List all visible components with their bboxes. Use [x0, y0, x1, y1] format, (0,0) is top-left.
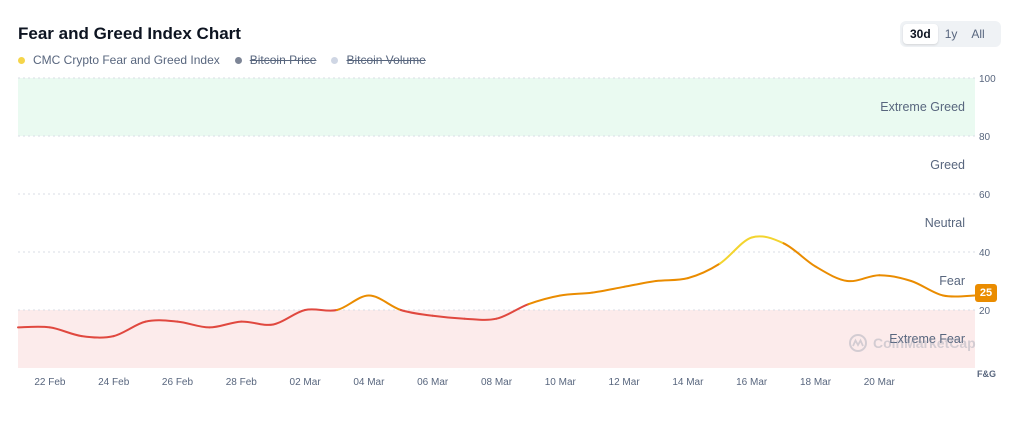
chart-legend: CMC Crypto Fear and Greed Index Bitcoin … [18, 53, 441, 67]
y-tick-label: 100 [979, 74, 996, 85]
x-tick-label: 10 Mar [545, 377, 577, 388]
zone-label: Greed [930, 158, 965, 172]
y-tick-label: 40 [979, 248, 991, 259]
line-segment [463, 317, 498, 321]
watermark-text: CoinMarketCap [873, 335, 976, 351]
x-tick-label: 12 Mar [609, 377, 641, 388]
x-tick-label: 14 Mar [672, 377, 704, 388]
zone-label: Fear [939, 274, 965, 288]
time-range-tabs: 30d 1y All [900, 21, 1001, 47]
legend-item-fear-greed-index[interactable]: CMC Crypto Fear and Greed Index [18, 53, 220, 67]
legend-label: Bitcoin Price [249, 53, 317, 67]
line-segment [591, 285, 626, 294]
y-tick-label: 80 [979, 132, 991, 143]
tab-1y[interactable]: 1y [944, 27, 958, 41]
tab-all[interactable]: All [971, 27, 985, 41]
zone-label: Extreme Greed [880, 100, 965, 114]
line-segment [272, 309, 307, 326]
line-segment [112, 320, 147, 338]
zone-label: Extreme Fear [889, 332, 965, 346]
y-axis-label: F&G [977, 369, 996, 379]
x-tick-label: 20 Mar [864, 377, 896, 388]
x-tick-label: 26 Feb [162, 377, 194, 388]
line-segment [176, 320, 211, 329]
line-segment [336, 294, 370, 311]
line-segment [399, 309, 434, 317]
line-segment [80, 335, 115, 339]
line-segment [495, 303, 530, 320]
page-title: Fear and Greed Index Chart [18, 24, 241, 43]
x-tick-label: 04 Mar [353, 377, 385, 388]
legend-dot-bitcoin-volume [331, 56, 339, 64]
coinmarketcap-logo-icon [849, 334, 867, 352]
line-segment [48, 326, 83, 338]
x-tick-label: 08 Mar [481, 377, 513, 388]
x-tick-label: 06 Mar [417, 377, 449, 388]
legend-label: CMC Crypto Fear and Greed Index [33, 53, 220, 67]
zone-band [18, 78, 975, 136]
y-tick-label: 20 [979, 306, 991, 317]
line-segment [17, 325, 51, 329]
line-segment [846, 274, 881, 283]
y-tick-label: 60 [979, 190, 991, 201]
line-segment [750, 235, 785, 245]
zone-label: Neutral [925, 216, 965, 230]
line-segment [686, 262, 721, 280]
line-segment [878, 274, 913, 282]
line-segment [144, 319, 179, 323]
line-segment [910, 280, 945, 297]
line-segment [942, 294, 976, 298]
line-segment [559, 291, 594, 297]
legend-item-bitcoin-price[interactable]: Bitcoin Price [234, 53, 317, 67]
line-segment [240, 320, 275, 326]
line-segment [655, 277, 689, 282]
x-tick-label: 28 Feb [226, 377, 258, 388]
x-tick-label: 16 Mar [736, 377, 768, 388]
watermark: CoinMarketCap [848, 333, 976, 353]
line-segment [527, 294, 562, 306]
x-tick-label: 02 Mar [290, 377, 322, 388]
zone-labels: Extreme Fear Fear Neutral Greed Extreme Gree… [880, 100, 965, 346]
index-line [17, 235, 976, 339]
line-segment [304, 308, 338, 312]
line-segment [208, 320, 243, 329]
x-axis-ticks: 22 Feb 24 Feb 26 Feb 28 Feb 02 Mar 04 Mar 06 M… [34, 377, 895, 388]
legend-dot-fear-greed [18, 56, 25, 64]
line-segment [814, 265, 849, 282]
line-segment [718, 236, 753, 265]
tab-30d[interactable]: 30d [903, 24, 938, 44]
line-segment [431, 314, 466, 320]
x-tick-label: 18 Mar [800, 377, 832, 388]
legend-dot-bitcoin-price [234, 56, 242, 64]
zone-bands [18, 78, 975, 368]
line-segment [367, 294, 402, 311]
latest-value-badge: 25 [975, 284, 997, 302]
legend-item-bitcoin-volume[interactable]: Bitcoin Volume [331, 53, 426, 67]
x-tick-label: 24 Feb [98, 377, 130, 388]
line-segment [782, 242, 817, 268]
x-tick-label: 22 Feb [34, 377, 66, 388]
y-axis-ticks: 20 40 60 80 100 F&G [977, 74, 996, 379]
legend-label: Bitcoin Volume [346, 53, 426, 67]
line-segment [623, 280, 657, 288]
